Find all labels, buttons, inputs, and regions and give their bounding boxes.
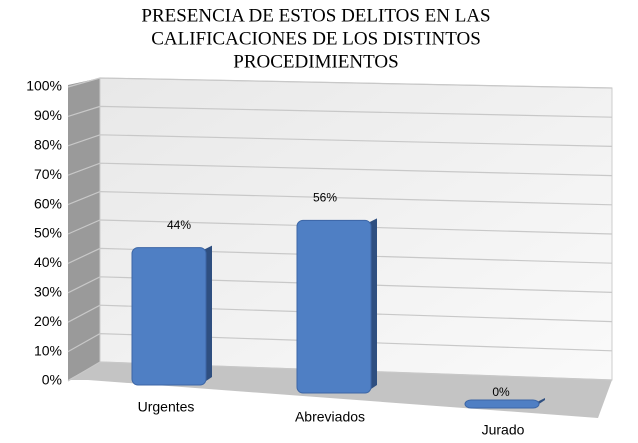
- grid-line: [67, 276, 613, 294]
- y-tick-label: 80%: [34, 137, 62, 153]
- y-tick-label: 90%: [34, 107, 62, 123]
- bar: [296, 219, 372, 394]
- value-label: 56%: [313, 191, 337, 205]
- x-tick-label: Jurado: [482, 422, 525, 438]
- grid-line: [67, 162, 613, 177]
- y-tick-label: 20%: [34, 313, 62, 329]
- y-tick-label: 60%: [34, 195, 62, 211]
- value-label: 44%: [167, 218, 191, 232]
- bar: [464, 399, 540, 409]
- grid-line: [67, 134, 613, 147]
- y-tick-label: 50%: [34, 225, 62, 241]
- grid-line: [67, 219, 613, 235]
- x-tick-label: Urgentes: [138, 399, 195, 415]
- side-wall: [68, 78, 100, 380]
- grid-line: [67, 332, 613, 353]
- grid-line: [67, 190, 613, 206]
- grid-line: [67, 247, 613, 264]
- chart-title: PROCEDIMIENTOS: [233, 51, 398, 72]
- y-tick-label: 40%: [34, 254, 62, 270]
- y-tick-label: 30%: [34, 284, 62, 300]
- x-tick-label: Abreviados: [295, 409, 365, 425]
- grid-line: [67, 361, 613, 382]
- chart-title: CALIFICACIONES DE LOS DISTINTOS: [151, 28, 481, 49]
- grid-line: [67, 304, 613, 323]
- value-label: 0%: [492, 385, 510, 399]
- y-tick-label: 10%: [34, 342, 62, 358]
- grid-line: [67, 77, 613, 89]
- grid-line: [67, 105, 613, 118]
- y-tick-label: 0%: [42, 372, 62, 388]
- bar: [131, 247, 207, 386]
- y-tick-label: 100%: [26, 78, 62, 94]
- chart-title: PRESENCIA DE ESTOS DELITOS EN LAS: [141, 5, 490, 26]
- y-tick-label: 70%: [34, 166, 62, 182]
